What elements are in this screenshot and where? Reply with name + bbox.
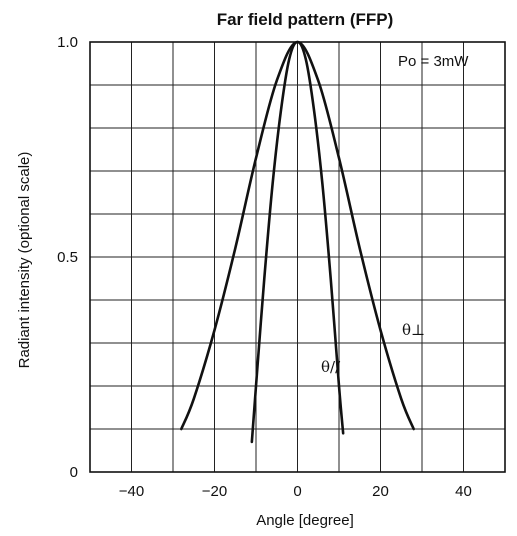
x-tick-label: −40 bbox=[119, 483, 144, 500]
y-tick-label: 1.0 bbox=[57, 34, 78, 51]
power-annotation: Po = 3mW bbox=[398, 53, 469, 70]
series-label-parallel: θ// bbox=[321, 358, 341, 376]
plot-frame bbox=[89, 41, 506, 473]
x-axis-label: Angle [degree] bbox=[256, 512, 354, 529]
tick-labels: −40 −20 0 20 40 0 0.5 1.0 bbox=[57, 34, 472, 500]
series-label-perpendicular: θ⊥ bbox=[402, 321, 425, 339]
chart-title: Far field pattern (FFP) bbox=[217, 10, 394, 29]
x-tick-label: −20 bbox=[202, 483, 227, 500]
grid bbox=[90, 42, 505, 472]
y-tick-label: 0 bbox=[70, 464, 78, 481]
x-tick-label: 40 bbox=[455, 483, 472, 500]
y-tick-label: 0.5 bbox=[57, 249, 78, 266]
y-axis-label: Radiant intensity (optional scale) bbox=[16, 152, 33, 369]
x-tick-label: 0 bbox=[293, 483, 301, 500]
x-tick-label: 20 bbox=[372, 483, 389, 500]
